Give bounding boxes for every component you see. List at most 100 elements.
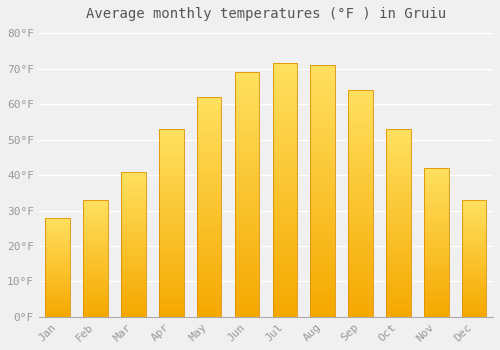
Bar: [46, 218, 70, 219]
Bar: [310, 128, 335, 131]
Bar: [84, 270, 108, 271]
Bar: [272, 152, 297, 155]
Bar: [462, 270, 486, 271]
Bar: [46, 307, 70, 308]
Bar: [234, 244, 260, 246]
Bar: [310, 138, 335, 141]
Bar: [234, 312, 260, 314]
Bar: [386, 168, 410, 170]
Bar: [386, 304, 410, 306]
Bar: [462, 282, 486, 283]
Bar: [46, 258, 70, 259]
Bar: [46, 312, 70, 313]
Bar: [310, 68, 335, 70]
Bar: [159, 189, 184, 191]
Bar: [46, 289, 70, 290]
Bar: [46, 262, 70, 263]
Bar: [348, 94, 373, 97]
Bar: [197, 137, 222, 139]
Bar: [197, 126, 222, 128]
Bar: [462, 267, 486, 268]
Bar: [46, 301, 70, 302]
Bar: [348, 99, 373, 102]
Bar: [386, 285, 410, 287]
Bar: [462, 219, 486, 220]
Bar: [386, 306, 410, 307]
Bar: [159, 202, 184, 204]
Bar: [424, 309, 448, 311]
Bar: [310, 176, 335, 178]
Bar: [272, 177, 297, 180]
Bar: [121, 302, 146, 304]
Bar: [424, 181, 448, 183]
Bar: [462, 285, 486, 286]
Bar: [84, 309, 108, 310]
Bar: [424, 311, 448, 312]
Bar: [121, 301, 146, 302]
Bar: [234, 131, 260, 133]
Bar: [84, 248, 108, 249]
Bar: [310, 257, 335, 259]
Bar: [46, 288, 70, 289]
Bar: [310, 314, 335, 317]
Bar: [386, 186, 410, 187]
Bar: [462, 264, 486, 265]
Bar: [159, 180, 184, 182]
Bar: [46, 239, 70, 240]
Bar: [348, 140, 373, 142]
Bar: [272, 208, 297, 210]
Bar: [310, 269, 335, 272]
Bar: [272, 307, 297, 309]
Bar: [234, 77, 260, 80]
Bar: [424, 298, 448, 299]
Bar: [84, 221, 108, 222]
Bar: [197, 290, 222, 293]
Bar: [386, 290, 410, 292]
Bar: [121, 172, 146, 317]
Bar: [348, 267, 373, 269]
Bar: [84, 200, 108, 317]
Bar: [462, 202, 486, 203]
Bar: [272, 155, 297, 157]
Bar: [121, 241, 146, 243]
Bar: [84, 285, 108, 286]
Bar: [46, 237, 70, 238]
Bar: [197, 303, 222, 306]
Bar: [272, 198, 297, 200]
Bar: [159, 300, 184, 302]
Bar: [234, 307, 260, 309]
Bar: [310, 151, 335, 153]
Bar: [121, 172, 146, 173]
Bar: [234, 187, 260, 190]
Bar: [84, 261, 108, 262]
Bar: [272, 104, 297, 106]
Bar: [121, 273, 146, 275]
Bar: [462, 240, 486, 241]
Bar: [348, 260, 373, 262]
Bar: [84, 269, 108, 270]
Bar: [424, 300, 448, 302]
Bar: [272, 102, 297, 104]
Bar: [462, 213, 486, 214]
Bar: [121, 179, 146, 180]
Bar: [272, 117, 297, 119]
Bar: [159, 313, 184, 315]
Bar: [46, 282, 70, 283]
Bar: [424, 180, 448, 181]
Bar: [272, 312, 297, 314]
Bar: [348, 203, 373, 206]
Bar: [348, 251, 373, 253]
Bar: [197, 167, 222, 170]
Bar: [121, 182, 146, 183]
Bar: [46, 228, 70, 229]
Bar: [234, 287, 260, 290]
Bar: [462, 234, 486, 235]
Bar: [310, 65, 335, 68]
Bar: [272, 271, 297, 274]
Bar: [234, 143, 260, 146]
Bar: [424, 282, 448, 284]
Bar: [424, 226, 448, 228]
Bar: [159, 285, 184, 287]
Bar: [462, 292, 486, 293]
Bar: [386, 131, 410, 133]
